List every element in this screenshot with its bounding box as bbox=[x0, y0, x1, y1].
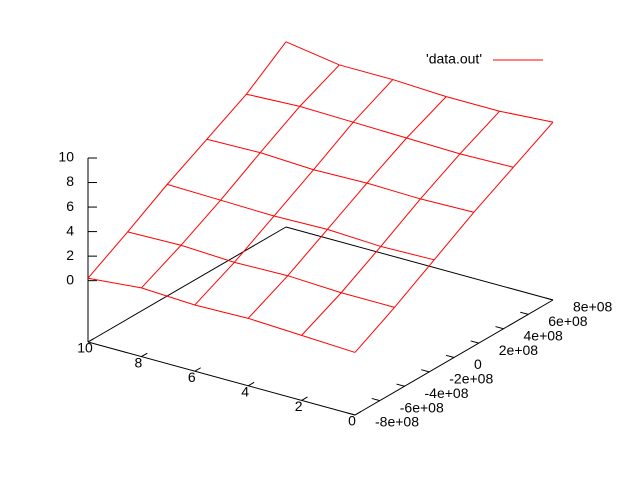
y-tick bbox=[495, 326, 504, 330]
mesh-line bbox=[127, 231, 395, 308]
axis-line bbox=[87, 226, 287, 343]
x-tick bbox=[301, 396, 308, 401]
mesh-line bbox=[87, 41, 287, 279]
z-tick-label: 8 bbox=[66, 173, 74, 189]
y-tick bbox=[396, 383, 405, 387]
mesh-line bbox=[354, 121, 554, 353]
z-tick-label: 2 bbox=[66, 247, 74, 263]
y-tick-label: 8e+08 bbox=[573, 299, 613, 315]
x-tick-label: 6 bbox=[188, 369, 196, 385]
mesh-line bbox=[141, 64, 340, 289]
mesh-line bbox=[206, 138, 474, 213]
y-tick bbox=[470, 340, 479, 344]
x-tick-label: 4 bbox=[241, 384, 249, 400]
legend-label: 'data.out' bbox=[426, 51, 482, 67]
z-tick-label: 6 bbox=[66, 198, 74, 214]
mesh-line bbox=[301, 110, 500, 336]
mesh-line bbox=[194, 79, 394, 306]
z-tick-label: 10 bbox=[58, 149, 74, 165]
axis-line bbox=[87, 341, 356, 416]
y-tick-label: 4e+08 bbox=[524, 327, 564, 343]
y-tick-label: -4e+08 bbox=[425, 385, 469, 401]
x-tick bbox=[354, 411, 362, 416]
y-tick-label: 6e+08 bbox=[548, 313, 588, 329]
y-tick bbox=[544, 297, 554, 301]
x-tick bbox=[87, 338, 95, 343]
y-tick bbox=[421, 369, 430, 373]
y-tick-label: -8e+08 bbox=[375, 414, 419, 430]
x-tick-label: 2 bbox=[295, 398, 303, 414]
mesh-line bbox=[285, 41, 554, 123]
mesh-line bbox=[167, 183, 435, 261]
z-tick-label: 4 bbox=[66, 222, 74, 238]
y-tick-label: -2e+08 bbox=[449, 371, 493, 387]
y-tick bbox=[346, 412, 356, 416]
y-tick-label: 0 bbox=[474, 356, 482, 372]
axis-line bbox=[285, 226, 554, 301]
x-tick-label: 0 bbox=[348, 413, 356, 429]
y-tick-label: 2e+08 bbox=[499, 342, 539, 358]
z-tick-label: 0 bbox=[66, 271, 74, 287]
x-tick bbox=[247, 381, 255, 387]
x-tick bbox=[141, 352, 148, 358]
y-tick bbox=[445, 354, 455, 358]
mesh-line bbox=[246, 93, 514, 168]
mesh-line bbox=[87, 277, 356, 353]
mesh-line bbox=[247, 96, 447, 319]
y-tick-label: -6e+08 bbox=[400, 399, 444, 415]
y-tick bbox=[520, 311, 529, 315]
y-tick bbox=[371, 397, 380, 402]
x-tick-label: 10 bbox=[77, 340, 93, 356]
x-tick bbox=[194, 367, 201, 372]
x-tick-label: 8 bbox=[135, 354, 143, 370]
